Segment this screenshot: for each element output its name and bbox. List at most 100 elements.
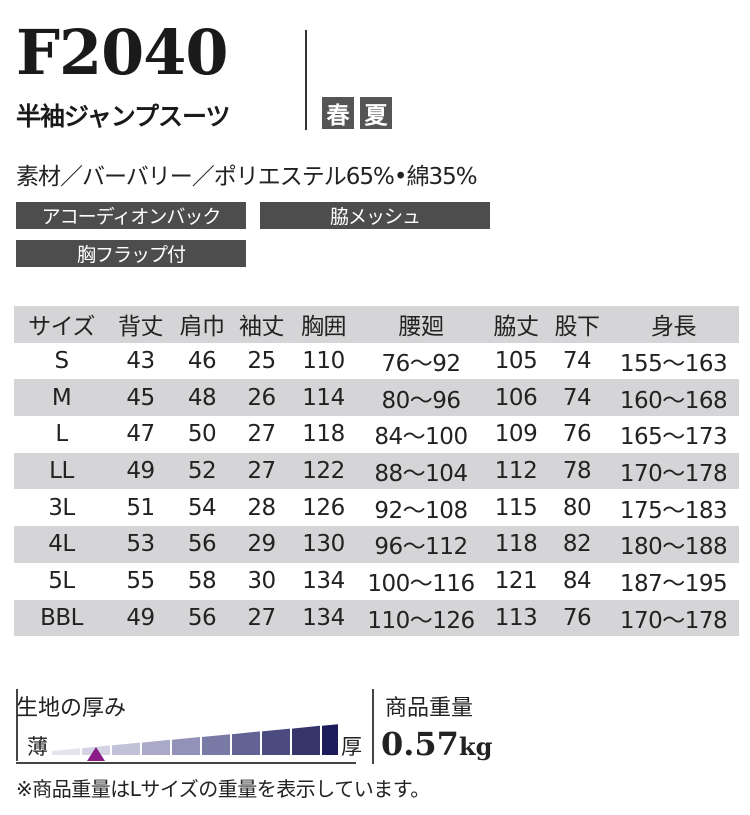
measure-cell: 115 [494,494,538,521]
title-divider [305,30,307,130]
measure-cell: 29 [232,526,291,563]
measure-cell: 27 [247,421,276,448]
table-row: S 43 46 25 110 76〜92 105 74 155〜163 [14,343,739,380]
measure-cell: 88〜104 [356,452,486,490]
size-cell: 4L [14,526,109,563]
season-badge-summer: 夏 [360,97,392,129]
measure-cell: 74 [562,348,592,375]
header-shoulder-width: 肩巾 [172,306,232,343]
measure-cell: 25 [247,348,276,375]
measure-cell: 49 [109,452,172,490]
thickness-gauge [52,724,338,761]
header-size: サイズ [14,306,109,343]
feature-badge-side-mesh: 脇メッシュ [260,202,490,229]
size-cell: 3L [48,494,75,521]
measure-cell: 30 [247,568,276,595]
measure-cell: 58 [187,568,217,595]
size-cell: 5L [48,568,75,595]
header-side-length: 脇丈 [486,306,546,343]
thickness-level-bar [232,731,260,755]
thick-label: 厚 [341,735,362,759]
weight-value: 0.57kg [381,728,492,760]
header-chest: 胸囲 [291,306,356,343]
table-row: M 45 48 26 114 80〜96 106 74 160〜168 [14,379,739,417]
measure-cell: 78 [546,452,608,490]
size-cell: BBL [14,599,109,637]
measure-cell: 76〜92 [381,351,461,378]
measure-cell: 96〜112 [356,526,486,563]
thickness-level-bar [142,739,170,755]
product-name: 半袖ジャンプスーツ [16,102,231,131]
measure-cell: 110 [302,348,345,375]
table-row: 3L 51 54 28 126 92〜108 115 80 175〜183 [14,489,739,526]
measure-cell: 54 [187,494,217,521]
measure-cell: 105 [494,348,538,375]
product-code: F2040 [16,16,229,89]
measure-cell: 53 [109,526,172,563]
measure-cell: 114 [291,379,356,417]
measure-cell: 134 [302,568,345,595]
table-row: 5L 55 58 30 134 100〜116 121 84 187〜195 [14,563,739,600]
measure-cell: 74 [546,379,608,417]
measure-cell: 82 [546,526,608,563]
header-height: 身長 [608,306,739,343]
measure-cell: 134 [291,599,356,637]
header-waist: 腰廻 [356,306,486,343]
measure-cell: 110〜126 [356,599,486,637]
measure-cell: 170〜178 [608,599,739,637]
thickness-level-bar [262,728,290,755]
measure-cell: 126 [302,494,345,521]
weight-note: ※商品重量はLサイズの重量を表示しています。 [16,777,430,801]
size-cell: L [55,421,68,448]
measure-cell: 109 [494,421,538,448]
measure-cell: 49 [109,599,172,637]
measure-cell: 76 [546,599,608,637]
measure-cell: 43 [126,348,155,375]
weight-divider [372,689,374,764]
weight-label: 商品重量 [385,696,474,721]
measure-cell: 28 [247,494,276,521]
measure-cell: 84〜100 [374,424,468,451]
thickness-label: 生地の厚み [16,696,127,721]
measure-cell: 27 [232,599,291,637]
measure-cell: 160〜168 [608,379,739,417]
measure-cell: 118 [486,526,546,563]
weight-unit: kg [458,732,493,761]
thin-label: 薄 [27,735,48,759]
material-spec: 素材／バーバリー／ポリエステル65%•綿35% [16,164,478,190]
thickness-level-bar [322,724,338,755]
measure-cell: 76 [562,421,592,448]
thickness-marker [87,747,105,761]
header-sleeve-length: 袖丈 [232,306,291,343]
header-inseam: 股下 [546,306,608,343]
table-row: 4L 53 56 29 130 96〜112 118 82 180〜188 [14,526,739,563]
measure-cell: 27 [232,452,291,490]
measure-cell: 112 [486,452,546,490]
measure-cell: 51 [126,494,155,521]
measure-cell: 113 [486,599,546,637]
measure-cell: 118 [302,421,345,448]
measure-cell: 187〜195 [619,571,728,598]
table-row: L 47 50 27 118 84〜100 109 76 165〜173 [14,416,739,453]
measure-cell: 56 [172,599,232,637]
measure-cell: 47 [126,421,155,448]
measure-cell: 180〜188 [608,526,739,563]
measure-cell: 48 [172,379,232,417]
weight-number: 0.57 [381,725,459,763]
measure-cell: 55 [126,568,155,595]
feature-badge-chest-flap: 胸フラップ付 [16,240,246,267]
table-row: BBL 49 56 27 134 110〜126 113 76 170〜178 [14,599,739,637]
size-table: サイズ 背丈 肩巾 袖丈 胸囲 腰廻 脇丈 股下 身長 S 43 46 25 110 76… [14,306,739,637]
measure-cell: 165〜173 [619,424,728,451]
measure-cell: 46 [187,348,217,375]
measure-cell: 92〜108 [374,497,468,524]
thickness-level-bar [52,748,80,755]
measure-cell: 45 [109,379,172,417]
size-cell: LL [14,452,109,490]
size-cell: M [14,379,109,417]
measure-cell: 50 [187,421,217,448]
measure-cell: 26 [232,379,291,417]
thickness-level-bar [172,737,200,755]
measure-cell: 52 [172,452,232,490]
measure-cell: 121 [494,568,538,595]
